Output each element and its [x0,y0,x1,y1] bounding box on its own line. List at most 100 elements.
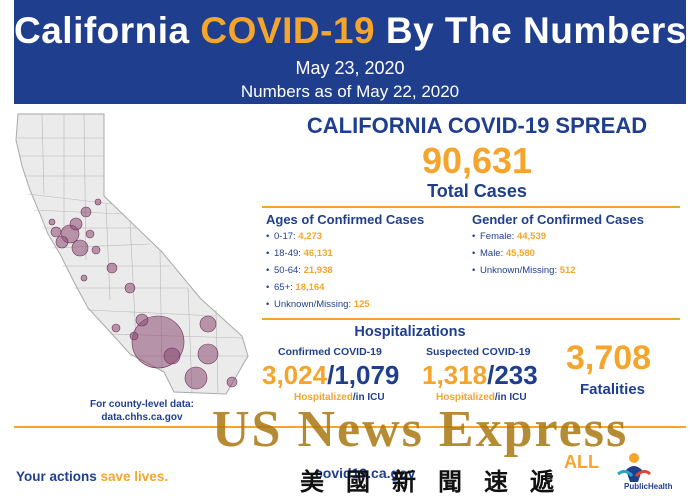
age-item: • 65+: 18,164 [266,279,370,296]
age-item: • 0-17: 4,273 [266,228,370,245]
gender-item: • Unknown/Missing: 512 [472,262,576,279]
confirmed-label: Confirmed COVID-19 [278,346,382,358]
total-cases-label: Total Cases [427,181,527,201]
bullet-icon: • [266,248,270,259]
gender-value: 44,539 [516,231,547,242]
county-data-line1: For county-level data: [90,399,194,410]
total-cases-number: 90,631 [421,140,533,181]
bullet-icon: • [266,231,270,242]
bubble-riverside [197,343,219,365]
confirmed-caption-icu: /in ICU [352,392,385,403]
footer-tagline-accent: save lives. [100,469,169,484]
bubble-imperial [226,376,238,388]
watermark-english: US News Express [212,401,629,458]
page-title: California COVID-19 By The Numbers [14,10,686,52]
age-item: • 18-49: 46,131 [266,245,370,262]
bullet-icon: • [266,282,270,293]
bullet-icon: • [472,248,476,259]
divider-middle [262,318,680,320]
county-data-url: data.chhs.ca.gov [101,412,183,423]
bubble-tulare [124,282,136,294]
confirmed-values: 3,024/1,079 [262,360,399,391]
age-label: 65+: [274,282,296,293]
age-item: • Unknown/Missing: 125 [266,296,370,313]
age-label: 50-64: [274,265,304,276]
ages-list: • 0-17: 4,273 • 18-49: 46,131 • 50-64: 21,9… [266,228,370,313]
bullet-icon: • [266,265,270,276]
gender-item: • Male: 45,580 [472,245,576,262]
age-item: • 50-64: 21,938 [266,262,370,279]
age-value: 125 [353,299,370,310]
gender-value: 512 [559,265,576,276]
suspected-label: Suspected COVID-19 [426,346,531,358]
bubble-fresno [106,262,118,274]
suspected-icu: 233 [494,360,538,390]
title-prefix: California [14,10,201,51]
header-banner: California COVID-19 By The Numbers May 2… [14,0,686,104]
gender-label: Unknown/Missing: [480,265,560,276]
bubble-orange [163,347,181,365]
confirmed-icu: 1,079 [334,360,400,390]
bubble-ventura [129,331,139,341]
gender-item: • Female: 44,539 [472,228,576,245]
bubble-san-diego [184,366,208,390]
hospitalizations-title: Hospitalizations [354,324,466,340]
state-outline [15,113,249,395]
age-label: 0-17: [274,231,299,242]
report-date: May 23, 2020 [295,58,405,78]
bubble-santa-barbara [111,323,121,333]
bubble-san-mateo [55,235,69,249]
fatalities-label: Fatalities [580,381,646,398]
gender-label: Female: [480,231,517,242]
footer-tagline-prefix: Your actions [16,469,101,484]
suspected-slash: / [487,360,495,390]
age-value: 21,938 [303,265,333,276]
bubble-placer [94,198,102,206]
public-health-logo-text: PublicHealth [624,482,673,491]
suspected-caption-hospitalized: Hospitalized [436,392,495,403]
confirmed-caption-hospitalized: Hospitalized [294,392,353,403]
fatalities-number: 3,708 [566,339,652,377]
bubble-monterey [80,274,88,282]
confirmed-hospitalized: 3,024 [262,360,328,390]
bullet-icon: • [266,299,270,310]
spread-title: CALIFORNIA COVID-19 SPREAD [306,113,648,138]
age-value: 4,273 [298,231,323,242]
suspected-values: 1,318/233 [422,360,538,391]
watermark-chinese: 美國新聞速遞 [300,469,576,496]
divider-bottom [14,426,686,428]
bubble-contra-costa [69,217,83,231]
title-suffix: By The Numbers [375,10,687,51]
bubble-stanislaus [91,245,101,255]
bubble-sacramento [80,206,92,218]
age-label: 18-49: [274,248,304,259]
divider-top [262,206,680,208]
county-data-note: For county-level data: data.chhs.ca.gov [76,398,208,424]
age-label: Unknown/Missing: [274,299,354,310]
ages-title: Ages of Confirmed Cases [266,212,425,227]
suspected-caption-icu: /in ICU [494,392,527,403]
title-accent: COVID-19 [200,10,376,51]
age-value: 18,164 [295,282,325,293]
bubble-marin [48,218,56,226]
bubble-san-joaquin [85,229,95,239]
numbers-as-of: Numbers as of May 22, 2020 [240,82,460,101]
bullet-icon: • [472,231,476,242]
age-value: 46,131 [303,248,333,259]
case-bubbles [48,198,238,390]
suspected-caption: Hospitalized/in ICU [436,392,527,403]
bubble-kern [135,313,149,327]
footer-tagline: Your actions save lives. [16,469,168,484]
bubble-san-bernardino [199,315,217,333]
suspected-hospitalized: 1,318 [422,360,488,390]
california-county-map [15,113,249,395]
gender-title: Gender of Confirmed Cases [472,212,644,227]
gender-value: 45,580 [505,248,535,259]
bubble-san-francisco [50,226,62,238]
confirmed-slash: / [327,360,335,390]
gender-list: • Female: 44,539 • Male: 45,580 • Unknown/M… [472,228,576,279]
confirmed-caption: Hospitalized/in ICU [294,392,385,403]
bubble-santa-clara [71,239,89,257]
gender-label: Male: [480,248,506,259]
bullet-icon: • [472,265,476,276]
